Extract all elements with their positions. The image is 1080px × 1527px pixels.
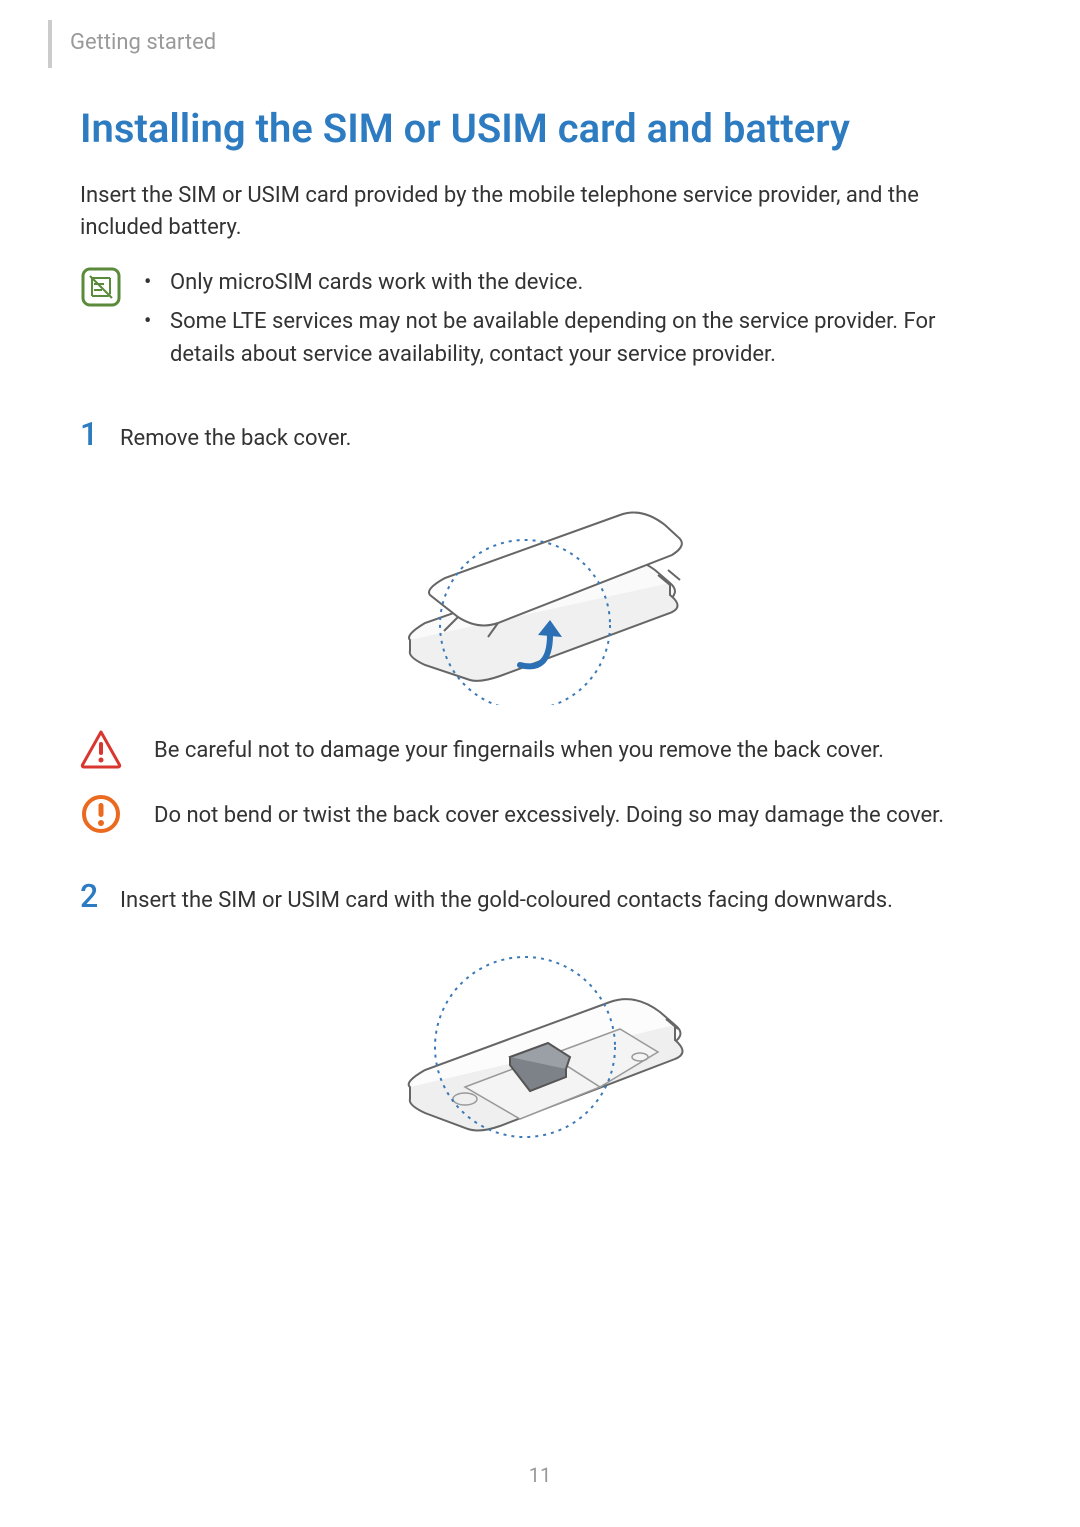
caution-text: Do not bend or twist the back cover exce… [154, 800, 944, 832]
header-rule [48, 20, 52, 68]
note-list: Only microSIM cards work with the device… [144, 266, 1000, 377]
figure-insert-sim [80, 937, 1000, 1171]
step-number: 2 [80, 877, 120, 915]
note-icon [80, 266, 126, 312]
warning-fingernails: Be careful not to damage your fingernail… [80, 729, 1000, 773]
step-text: Insert the SIM or USIM card with the gol… [120, 885, 893, 917]
intro-paragraph: Insert the SIM or USIM card provided by … [80, 180, 1000, 244]
step-number: 1 [80, 415, 120, 453]
page-number: 11 [0, 1463, 1080, 1487]
note-list-item: Only microSIM cards work with the device… [144, 266, 1000, 299]
page: Getting started Installing the SIM or US… [0, 0, 1080, 1527]
step-1: 1 Remove the back cover. [80, 415, 1000, 455]
note-block: Only microSIM cards work with the device… [80, 266, 1000, 377]
note-list-item: Some LTE services may not be available d… [144, 305, 1000, 371]
page-title: Installing the SIM or USIM card and batt… [80, 105, 1000, 152]
warning-text: Be careful not to damage your fingernail… [154, 735, 884, 767]
caution-bend-cover: Do not bend or twist the back cover exce… [80, 793, 1000, 839]
warning-triangle-icon [80, 729, 126, 773]
step-2: 2 Insert the SIM or USIM card with the g… [80, 877, 1000, 917]
step-text: Remove the back cover. [120, 423, 351, 455]
figure-remove-cover [80, 475, 1000, 709]
caution-circle-icon [80, 793, 126, 839]
breadcrumb: Getting started [70, 30, 1000, 55]
